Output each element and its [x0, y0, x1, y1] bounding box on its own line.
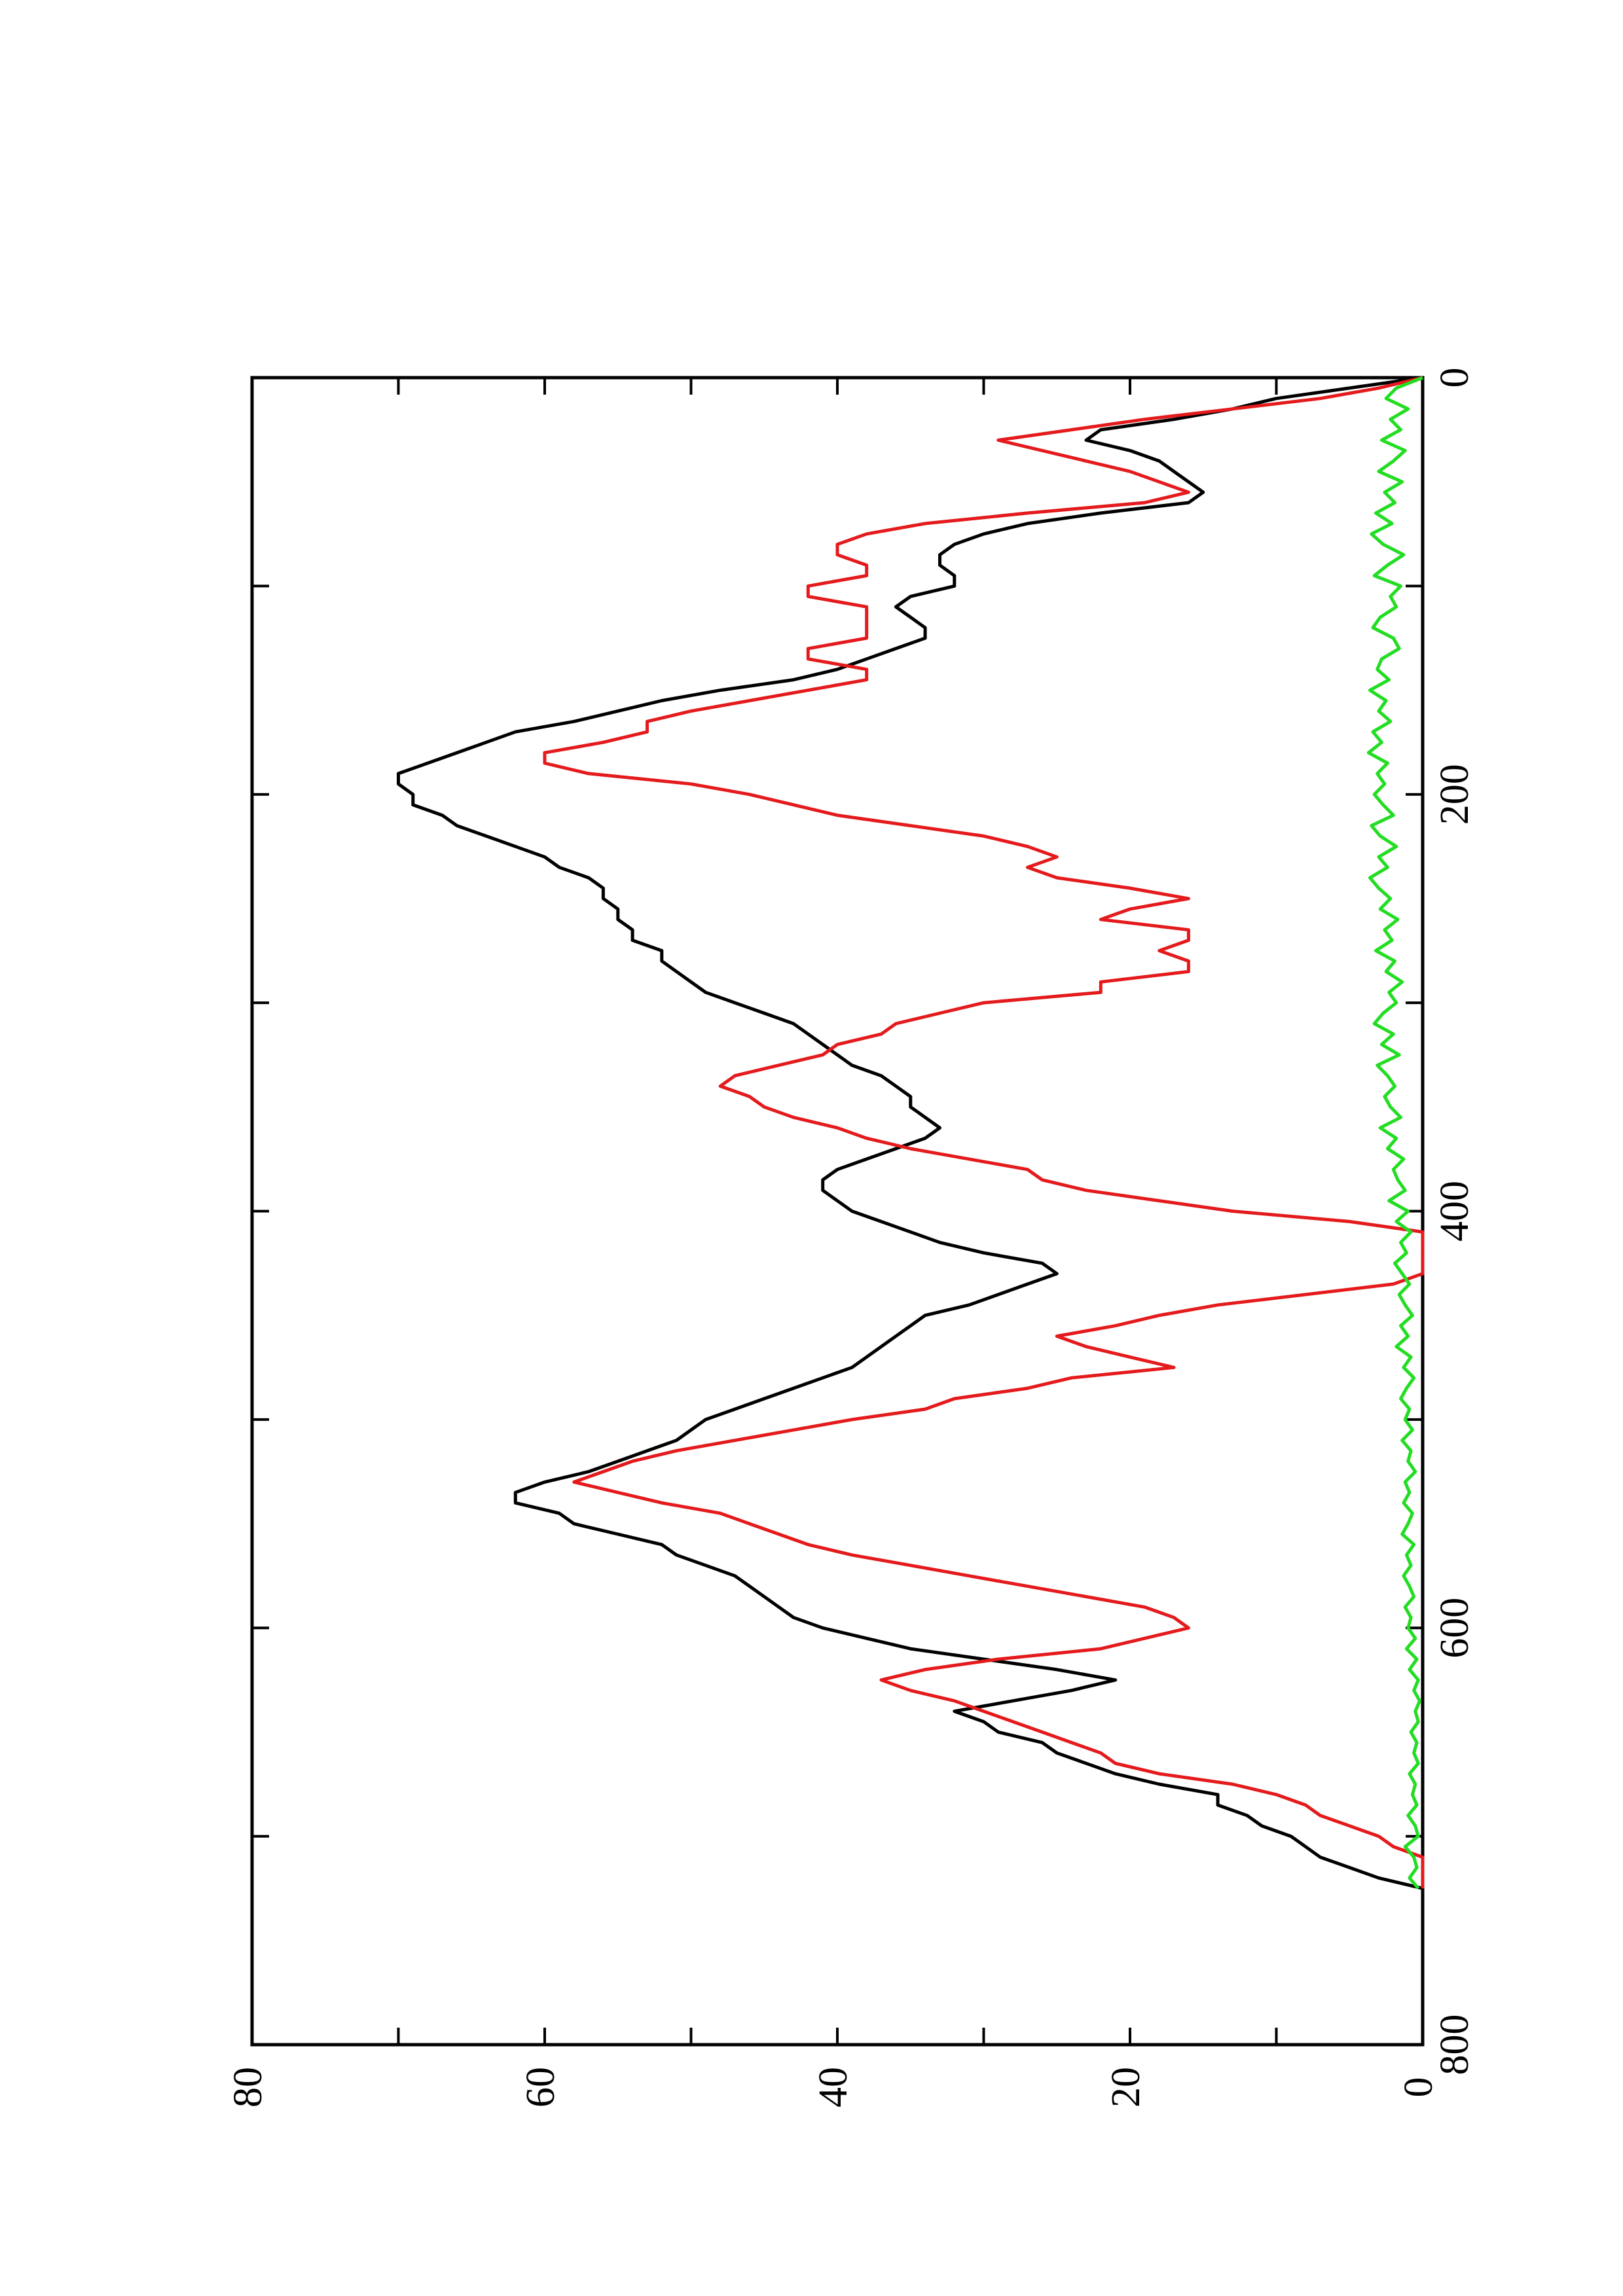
x-tick-label: 800 [1432, 2015, 1477, 2075]
x-tick-label: 400 [1432, 1181, 1477, 1242]
tick-marks [251, 376, 1424, 2046]
series-line-3 [1366, 376, 1423, 1890]
x-tick-label: 200 [1432, 764, 1477, 825]
y-tick-label: 60 [519, 2067, 563, 2108]
series-group [397, 376, 1425, 1890]
x-tick-label: 0 [1432, 368, 1477, 388]
series-line-1 [397, 376, 1423, 1890]
series-line-2 [543, 376, 1425, 1889]
y-tick-label: 40 [811, 2067, 856, 2108]
x-tick-label: 600 [1432, 1598, 1477, 1659]
y-tick-label: 20 [1104, 2067, 1148, 2108]
y-tick-label: 0 [1396, 2077, 1441, 2098]
y-tick-label: 80 [226, 2067, 270, 2108]
